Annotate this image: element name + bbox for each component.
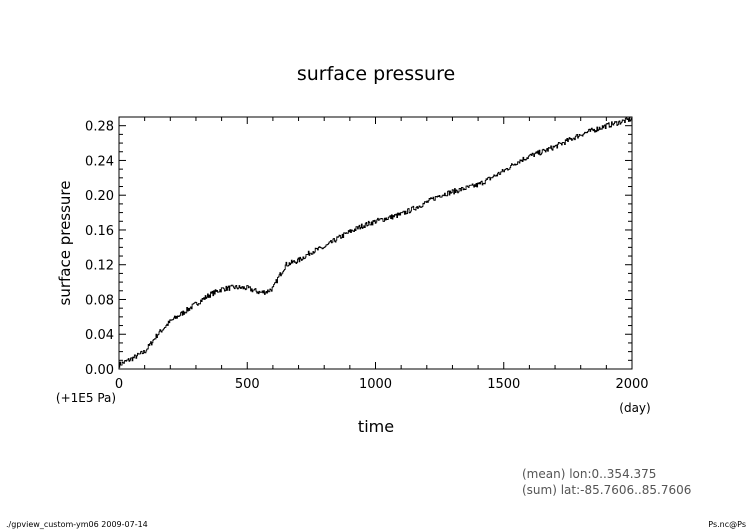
x-tick-label: 500 <box>235 377 260 392</box>
footer-right: Ps.nc@Ps <box>708 520 746 529</box>
series-line <box>119 117 632 368</box>
x-tick-label: 2000 <box>615 377 648 392</box>
footer-left: ./gpview_custom-ym06 2009-07-14 <box>6 520 148 529</box>
y-tick-label: 0.28 <box>85 120 114 135</box>
chart-title: surface pressure <box>297 63 455 85</box>
y-axis-ticks: 0.00 0.04 0.08 0.12 0.16 0.20 0.24 0.28 <box>85 120 632 378</box>
mean-annotation: (mean) lon:0..354.375 <box>522 467 656 481</box>
x-axis-ticks: 0 500 1000 1500 2000 <box>115 117 649 392</box>
y-offset-label: (+1E5 Pa) <box>56 391 116 405</box>
x-tick-label: 1000 <box>359 377 392 392</box>
y-tick-label: 0.04 <box>85 328 114 343</box>
y-tick-label: 0.08 <box>85 293 114 308</box>
series-layer <box>119 117 632 368</box>
y-tick-label: 0.12 <box>85 259 114 274</box>
y-tick-label: 0.24 <box>85 154 114 169</box>
y-axis-label: surface pressure <box>56 181 74 306</box>
plot-frame <box>118 116 633 370</box>
y-tick-label: 0.00 <box>85 363 114 378</box>
x-axis-label: time <box>358 417 394 436</box>
x-axis-unit: (day) <box>619 401 650 415</box>
y-tick-label: 0.20 <box>85 189 114 204</box>
y-tick-label: 0.16 <box>85 224 114 239</box>
sum-annotation: (sum) lat:-85.7606..85.7606 <box>522 483 691 497</box>
x-tick-label: 1500 <box>487 377 520 392</box>
x-tick-label: 0 <box>115 377 123 392</box>
